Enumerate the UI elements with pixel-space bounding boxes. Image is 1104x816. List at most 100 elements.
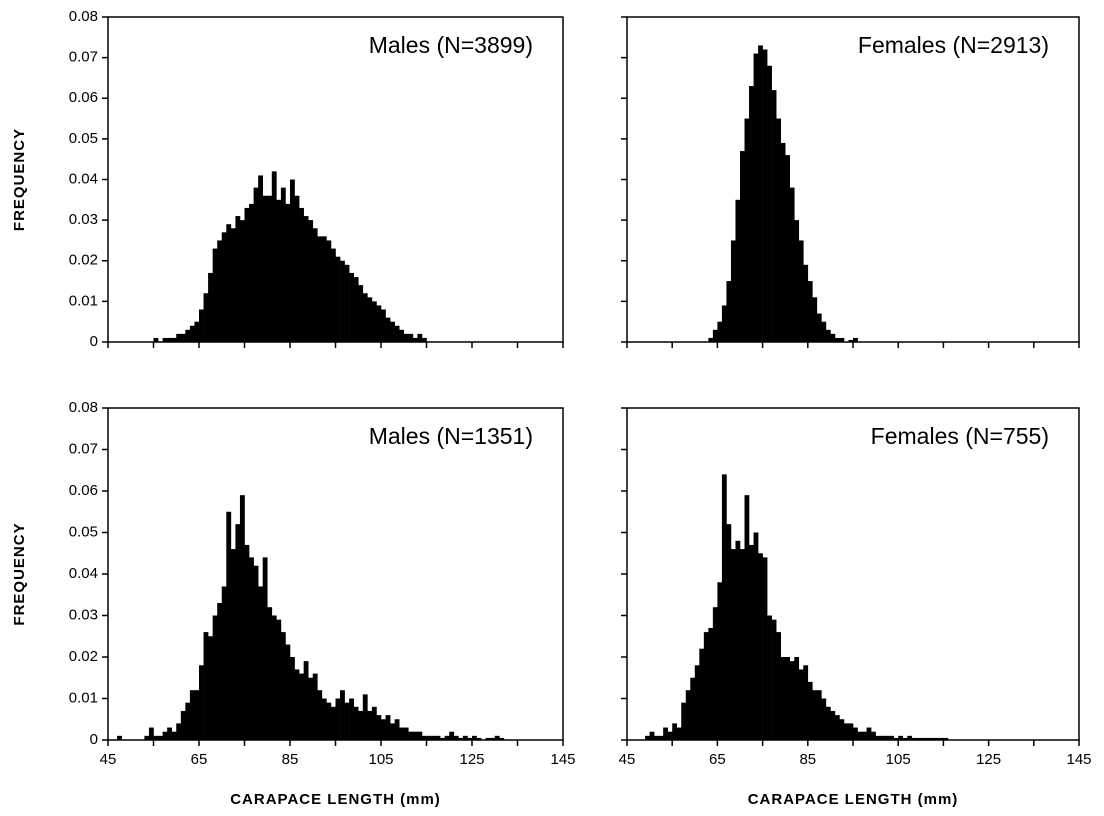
histogram-bar: [780, 657, 786, 740]
histogram-bar: [262, 195, 268, 342]
histogram-bar: [390, 321, 395, 342]
y-tick-label: 0.01: [69, 689, 98, 706]
histogram-bar: [708, 337, 714, 342]
plot-frame: [107, 407, 564, 741]
histogram-bar: [158, 735, 163, 740]
histogram-bar: [767, 65, 772, 342]
histogram-bar: [929, 737, 935, 740]
histogram-bar: [663, 727, 668, 740]
histogram-bar: [308, 220, 314, 342]
histogram-bar: [825, 706, 831, 740]
histogram-bar: [726, 524, 732, 740]
histogram-bar: [767, 615, 772, 740]
x-tick-label: 125: [459, 751, 484, 768]
histogram-bar: [654, 735, 659, 740]
histogram-bar: [676, 727, 682, 740]
histogram-bar: [117, 735, 122, 740]
histogram-bar: [185, 702, 191, 740]
histogram-bar: [907, 735, 913, 740]
histogram-bar: [385, 715, 391, 740]
histogram-bar: [762, 49, 768, 342]
histogram-bar: [916, 737, 922, 740]
histogram-bar: [853, 727, 858, 740]
histogram-bar: [848, 723, 854, 740]
histogram-bar: [417, 731, 423, 740]
histogram-bar: [290, 657, 295, 740]
plot-frame: [626, 16, 1080, 343]
histogram-bar: [276, 199, 282, 342]
histogram-bar: [789, 187, 795, 342]
histogram-bar: [462, 735, 468, 740]
histogram-bar: [476, 737, 482, 740]
y-tick-label: 0.04: [69, 565, 98, 582]
histogram-bar: [203, 293, 209, 342]
histogram-bar: [735, 199, 741, 342]
histogram-bar: [171, 731, 177, 740]
histogram-bar: [321, 236, 327, 342]
histogram-bar: [803, 264, 809, 342]
histogram-bar: [194, 690, 200, 740]
histogram-bar: [330, 706, 336, 740]
histogram-bar: [776, 118, 781, 342]
histogram-bar: [185, 329, 191, 342]
histogram-bar: [444, 735, 450, 740]
histogram-bar: [412, 337, 418, 342]
histogram-bar: [399, 727, 405, 740]
histogram-bar: [880, 735, 885, 740]
histogram-bar: [839, 719, 845, 740]
histogram-bar: [893, 737, 899, 740]
histogram-bar: [217, 603, 223, 740]
histogram-bar: [312, 228, 318, 342]
x-tick-label: 105: [886, 751, 911, 768]
histogram-bar: [789, 661, 795, 740]
histogram-bar: [925, 737, 931, 740]
histogram-bar: [230, 228, 236, 342]
histogram-bar: [344, 264, 350, 342]
histogram-bar: [449, 731, 455, 740]
histogram-bar: [340, 260, 345, 342]
histogram-bar: [911, 737, 917, 740]
histogram-bar: [335, 698, 341, 740]
histogram-bar: [335, 256, 341, 342]
y-tick-label: 0.07: [69, 440, 98, 457]
y-tick-label: 0.05: [69, 130, 98, 147]
histogram-bar: [244, 207, 250, 342]
histogram-bar: [771, 619, 777, 740]
histogram-bar: [153, 337, 159, 342]
histogram-bar: [771, 90, 777, 342]
histogram-bar: [199, 309, 204, 342]
histogram-bar: [385, 317, 391, 342]
x-tick-label: 85: [282, 751, 299, 768]
histogram-bar: [730, 240, 736, 342]
histogram-bar: [294, 669, 300, 740]
histogram-bar: [435, 735, 441, 740]
histogram-bar: [834, 337, 840, 342]
histogram-bar: [235, 216, 241, 342]
histogram-bar: [390, 723, 395, 740]
histogram-bar: [180, 710, 186, 740]
histogram-bar: [794, 220, 800, 342]
histogram-bar: [326, 240, 332, 342]
histogram-bar: [803, 665, 809, 740]
histogram-bar: [821, 321, 827, 342]
histogram-bar: [494, 735, 500, 740]
annotation: Males (N=3899): [369, 32, 533, 58]
histogram-bar: [699, 648, 705, 740]
histogram-bar: [349, 272, 354, 342]
histogram-bar: [825, 329, 831, 342]
histogram-bar: [221, 586, 227, 740]
histogram-bar: [412, 731, 418, 740]
histogram-bar: [812, 297, 818, 342]
histogram-bar: [843, 723, 849, 740]
histogram-bar: [367, 297, 373, 342]
histogram-bar: [740, 549, 745, 740]
histogram-bar: [830, 333, 836, 342]
histogram-bar: [221, 232, 227, 342]
histogram-bar: [394, 719, 400, 740]
histogram-bar: [816, 690, 822, 740]
histogram-bar: [667, 731, 673, 740]
histogram-bar: [920, 737, 926, 740]
histogram-bar: [884, 735, 890, 740]
